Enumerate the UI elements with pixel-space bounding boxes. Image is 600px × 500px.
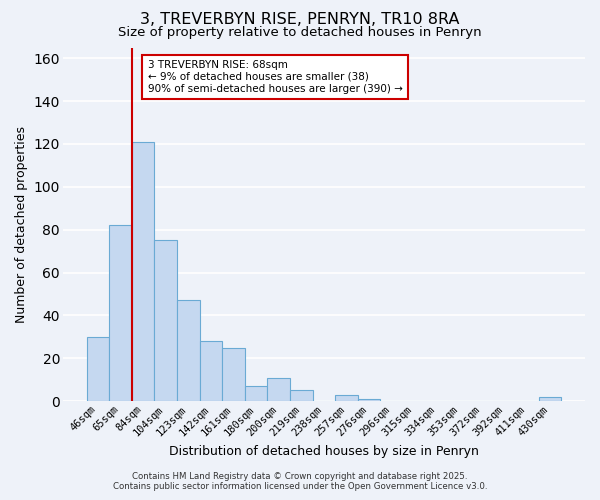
Text: Contains HM Land Registry data © Crown copyright and database right 2025.
Contai: Contains HM Land Registry data © Crown c… bbox=[113, 472, 487, 491]
Bar bbox=[132, 142, 154, 401]
Bar bbox=[268, 378, 290, 401]
Bar bbox=[177, 300, 200, 401]
Bar bbox=[335, 395, 358, 401]
Bar bbox=[200, 341, 222, 401]
Bar bbox=[109, 226, 132, 401]
Bar bbox=[358, 399, 380, 401]
Bar bbox=[245, 386, 268, 401]
Bar bbox=[290, 390, 313, 401]
Y-axis label: Number of detached properties: Number of detached properties bbox=[15, 126, 28, 323]
Bar bbox=[222, 348, 245, 401]
X-axis label: Distribution of detached houses by size in Penryn: Distribution of detached houses by size … bbox=[169, 444, 479, 458]
Bar bbox=[86, 337, 109, 401]
Bar bbox=[154, 240, 177, 401]
Text: 3 TREVERBYN RISE: 68sqm
← 9% of detached houses are smaller (38)
90% of semi-det: 3 TREVERBYN RISE: 68sqm ← 9% of detached… bbox=[148, 60, 403, 94]
Text: Size of property relative to detached houses in Penryn: Size of property relative to detached ho… bbox=[118, 26, 482, 39]
Bar bbox=[539, 397, 561, 401]
Text: 3, TREVERBYN RISE, PENRYN, TR10 8RA: 3, TREVERBYN RISE, PENRYN, TR10 8RA bbox=[140, 12, 460, 28]
